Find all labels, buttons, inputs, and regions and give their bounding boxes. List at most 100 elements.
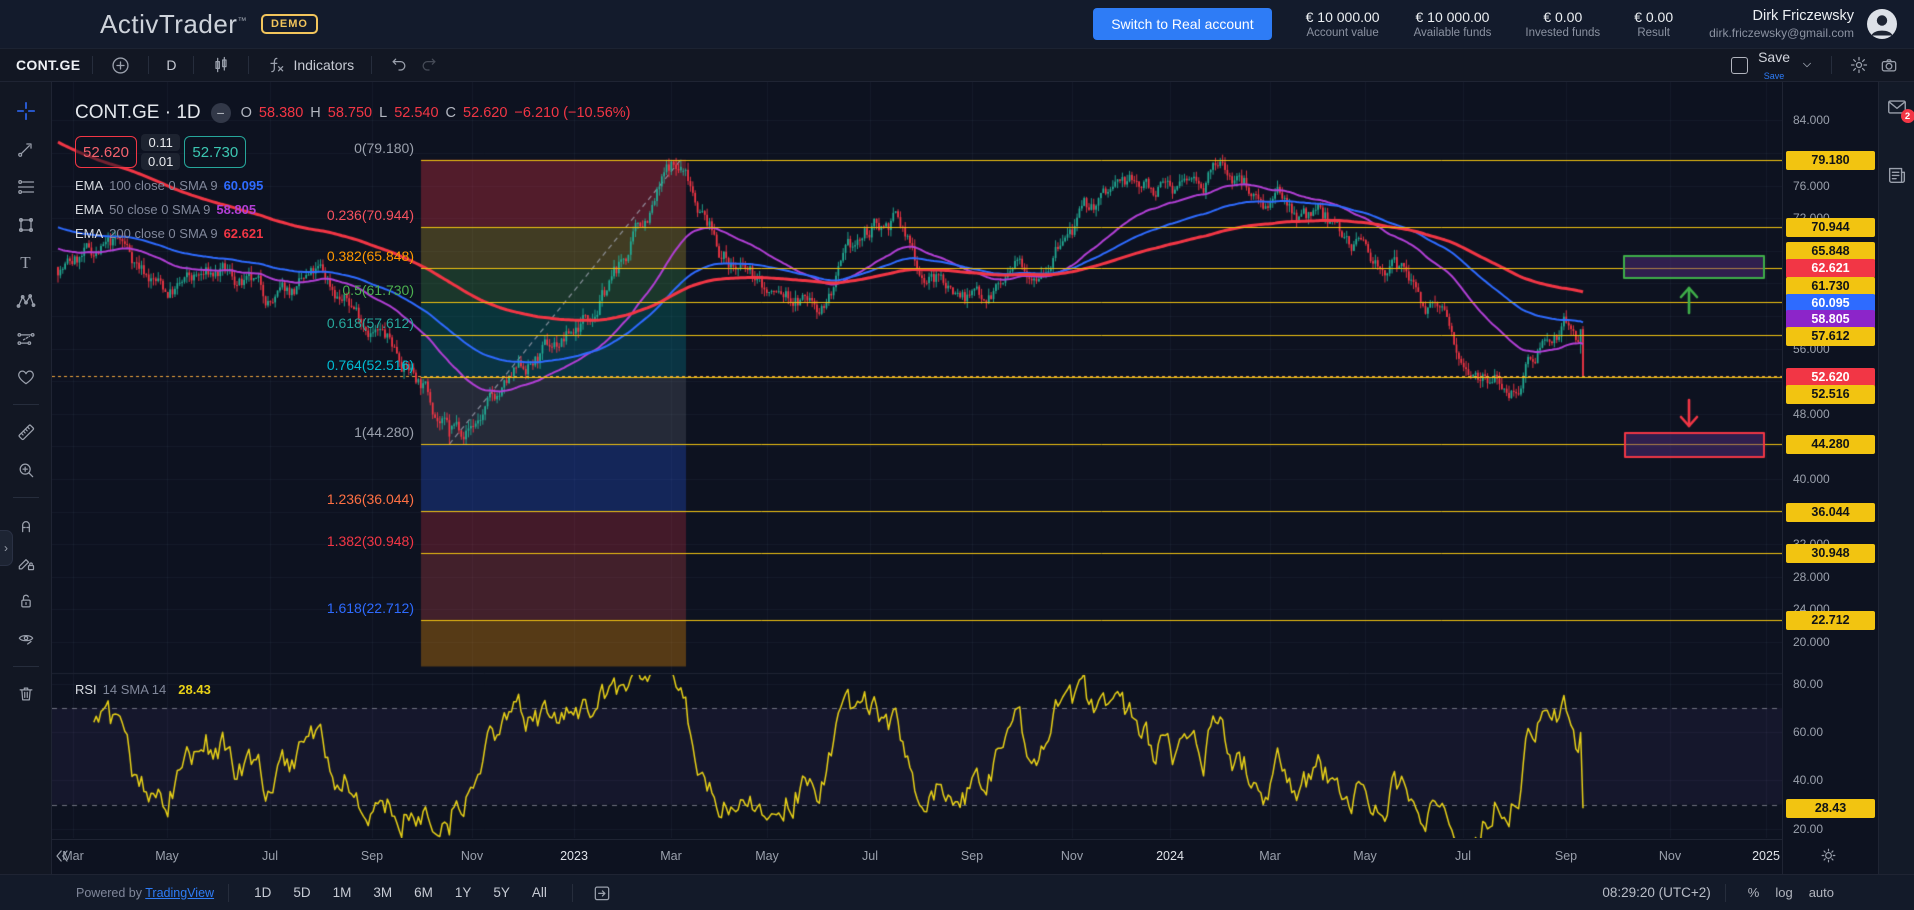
price-level-label: 60.095 <box>1786 293 1875 313</box>
price-chart-canvas[interactable] <box>52 82 1782 838</box>
auto-scale-button[interactable]: auto <box>1808 885 1834 900</box>
indicator-legend-row[interactable]: EMA 50 close 0 SMA 9 58.805 <box>75 200 630 218</box>
save-button[interactable]: Save Save <box>1758 48 1790 81</box>
range-button-5y[interactable]: 5Y <box>493 885 510 900</box>
scroll-left-button[interactable] <box>52 846 72 866</box>
ohlc-key: L <box>379 105 388 121</box>
time-axis-label[interactable]: Mar <box>660 849 682 863</box>
chart-type-button[interactable] <box>206 52 236 78</box>
fib-lines-tool[interactable] <box>9 170 43 204</box>
undo-icon <box>392 58 406 71</box>
price-level-label: 30.948 <box>1786 543 1875 563</box>
demo-badge: DEMO <box>260 14 318 34</box>
range-buttons: 1D 5D 1M 3M 6M 1Y 5Y All <box>243 882 558 903</box>
time-axis-label[interactable]: Nov <box>460 849 484 863</box>
price-level-label: 52.620 <box>1786 367 1875 387</box>
mail-icon <box>1887 100 1906 114</box>
trend-line-tool[interactable] <box>9 132 43 166</box>
time-axis-label[interactable]: May <box>1353 849 1377 863</box>
hide-drawings-tool[interactable] <box>9 622 43 656</box>
go-to-date-button[interactable] <box>587 880 617 906</box>
add-symbol-button[interactable] <box>105 52 136 79</box>
stat-value: € 0.00 <box>1634 9 1674 25</box>
buy-price-button[interactable]: 52.730 <box>184 136 247 168</box>
log-scale-button[interactable]: log <box>1775 885 1793 900</box>
range-button-all[interactable]: All <box>531 885 547 900</box>
fib-level-label-text: 0.618(57.612) <box>326 315 414 332</box>
legend-collapse-button[interactable]: − <box>210 103 231 123</box>
time-axis-label[interactable]: Mar <box>1259 849 1281 863</box>
news-button[interactable] <box>1886 164 1908 186</box>
price-tick: 28.000 <box>1793 569 1830 584</box>
time-axis-label[interactable]: May <box>755 849 779 863</box>
emoji-tool[interactable] <box>9 360 43 394</box>
server-clock[interactable]: 08:29:20 (UTC+2) <box>1602 885 1711 900</box>
undo-button[interactable] <box>384 52 414 78</box>
time-axis[interactable]: Mar May Jul Sep Nov 2023 Mar May Jul Sep Nov 2024 Ma… <box>52 839 1782 874</box>
range-button-3m[interactable]: 3M <box>373 885 393 900</box>
avatar[interactable] <box>1866 8 1898 40</box>
timeframe-button[interactable]: D <box>166 57 177 73</box>
user-email: dirk.friczewsky@gmail.com <box>1709 26 1854 40</box>
settings-button[interactable] <box>1844 52 1874 78</box>
indicator-legend-row[interactable]: EMA 200 close 0 SMA 9 62.621 <box>75 224 630 242</box>
spread-low: 0.01 <box>141 153 181 170</box>
camera-icon <box>1881 59 1897 72</box>
time-axis-label[interactable]: Sep <box>1554 849 1578 863</box>
time-axis-label[interactable]: Jul <box>862 849 878 863</box>
sell-price-button[interactable]: 52.620 <box>75 136 137 168</box>
layout-button[interactable] <box>1726 54 1753 77</box>
ohlc-key: O <box>240 105 252 121</box>
stat-value: € 10 000.00 <box>1415 9 1490 25</box>
range-button-5d[interactable]: 5D <box>293 885 311 900</box>
crosshair-tool[interactable] <box>9 94 43 128</box>
lock-tool[interactable] <box>9 584 43 618</box>
user-avatar-icon <box>1867 9 1897 39</box>
redo-button[interactable] <box>414 52 444 78</box>
tradingview-link[interactable]: TradingView <box>145 885 215 900</box>
fib-level-label-text: 1.236(36.044) <box>326 491 414 508</box>
zoom-in-tool[interactable] <box>9 453 43 487</box>
time-axis-label[interactable]: 2025 <box>1752 849 1780 863</box>
snapshot-button[interactable] <box>1874 52 1904 78</box>
symbol-label[interactable]: CONT.GE <box>16 57 81 73</box>
time-axis-label[interactable]: 2024 <box>1156 849 1184 863</box>
percent-scale-button[interactable]: % <box>1747 885 1760 900</box>
switch-to-real-account-button[interactable]: Switch to Real account <box>1093 8 1272 40</box>
price-axis[interactable]: 84.00076.00072.00056.00048.00040.00032.0… <box>1782 82 1878 874</box>
time-axis-label[interactable]: Jul <box>262 849 278 863</box>
range-button-1y[interactable]: 1Y <box>454 885 472 900</box>
forecast-tool[interactable] <box>9 322 43 356</box>
indicator-value: 62.621 <box>223 225 264 241</box>
chart-region[interactable]: CONT.GE · 1D − O 58.380 H 58.750 L 52.540 C 52.… <box>52 82 1782 874</box>
powered-by: Powered by TradingView <box>76 885 215 900</box>
time-axis-label[interactable]: Nov <box>1060 849 1084 863</box>
shapes-tool[interactable] <box>9 208 43 242</box>
range-button-6m[interactable]: 6M <box>414 885 433 900</box>
time-axis-label[interactable]: Sep <box>360 849 384 863</box>
redo-icon <box>422 58 436 71</box>
range-button-1m[interactable]: 1M <box>332 885 352 900</box>
pattern-tool[interactable] <box>9 284 43 318</box>
save-menu-button[interactable] <box>1795 55 1819 75</box>
time-axis-label[interactable]: Jul <box>1455 849 1471 863</box>
remove-drawings-tool[interactable] <box>9 677 43 711</box>
fx-icon <box>270 57 284 73</box>
user-block: Dirk Friczewsky dirk.friczewsky@gmail.co… <box>1709 8 1854 40</box>
theme-sun-icon[interactable] <box>1819 846 1838 865</box>
indicator-legend-row[interactable]: EMA 100 close 0 SMA 9 60.095 <box>75 176 630 194</box>
stat-value: € 0.00 <box>1543 9 1583 25</box>
time-axis-label[interactable]: 2023 <box>560 849 588 863</box>
messages-button[interactable]: 2 <box>1886 96 1914 123</box>
range-button-1d[interactable]: 1D <box>254 885 272 900</box>
text-tool[interactable]: T <box>20 253 31 272</box>
time-axis-label[interactable]: Nov <box>1658 849 1682 863</box>
indicators-button[interactable]: Indicators <box>261 52 359 78</box>
sidebar-collapse-tab[interactable]: › <box>0 530 13 566</box>
time-axis-label[interactable]: Sep <box>960 849 984 863</box>
magnet-tool[interactable] <box>9 508 43 542</box>
drawing-lock-tool[interactable] <box>9 546 43 580</box>
measure-tool[interactable] <box>9 415 43 449</box>
time-axis-label[interactable]: Mar <box>62 849 84 863</box>
time-axis-label[interactable]: May <box>155 849 179 863</box>
